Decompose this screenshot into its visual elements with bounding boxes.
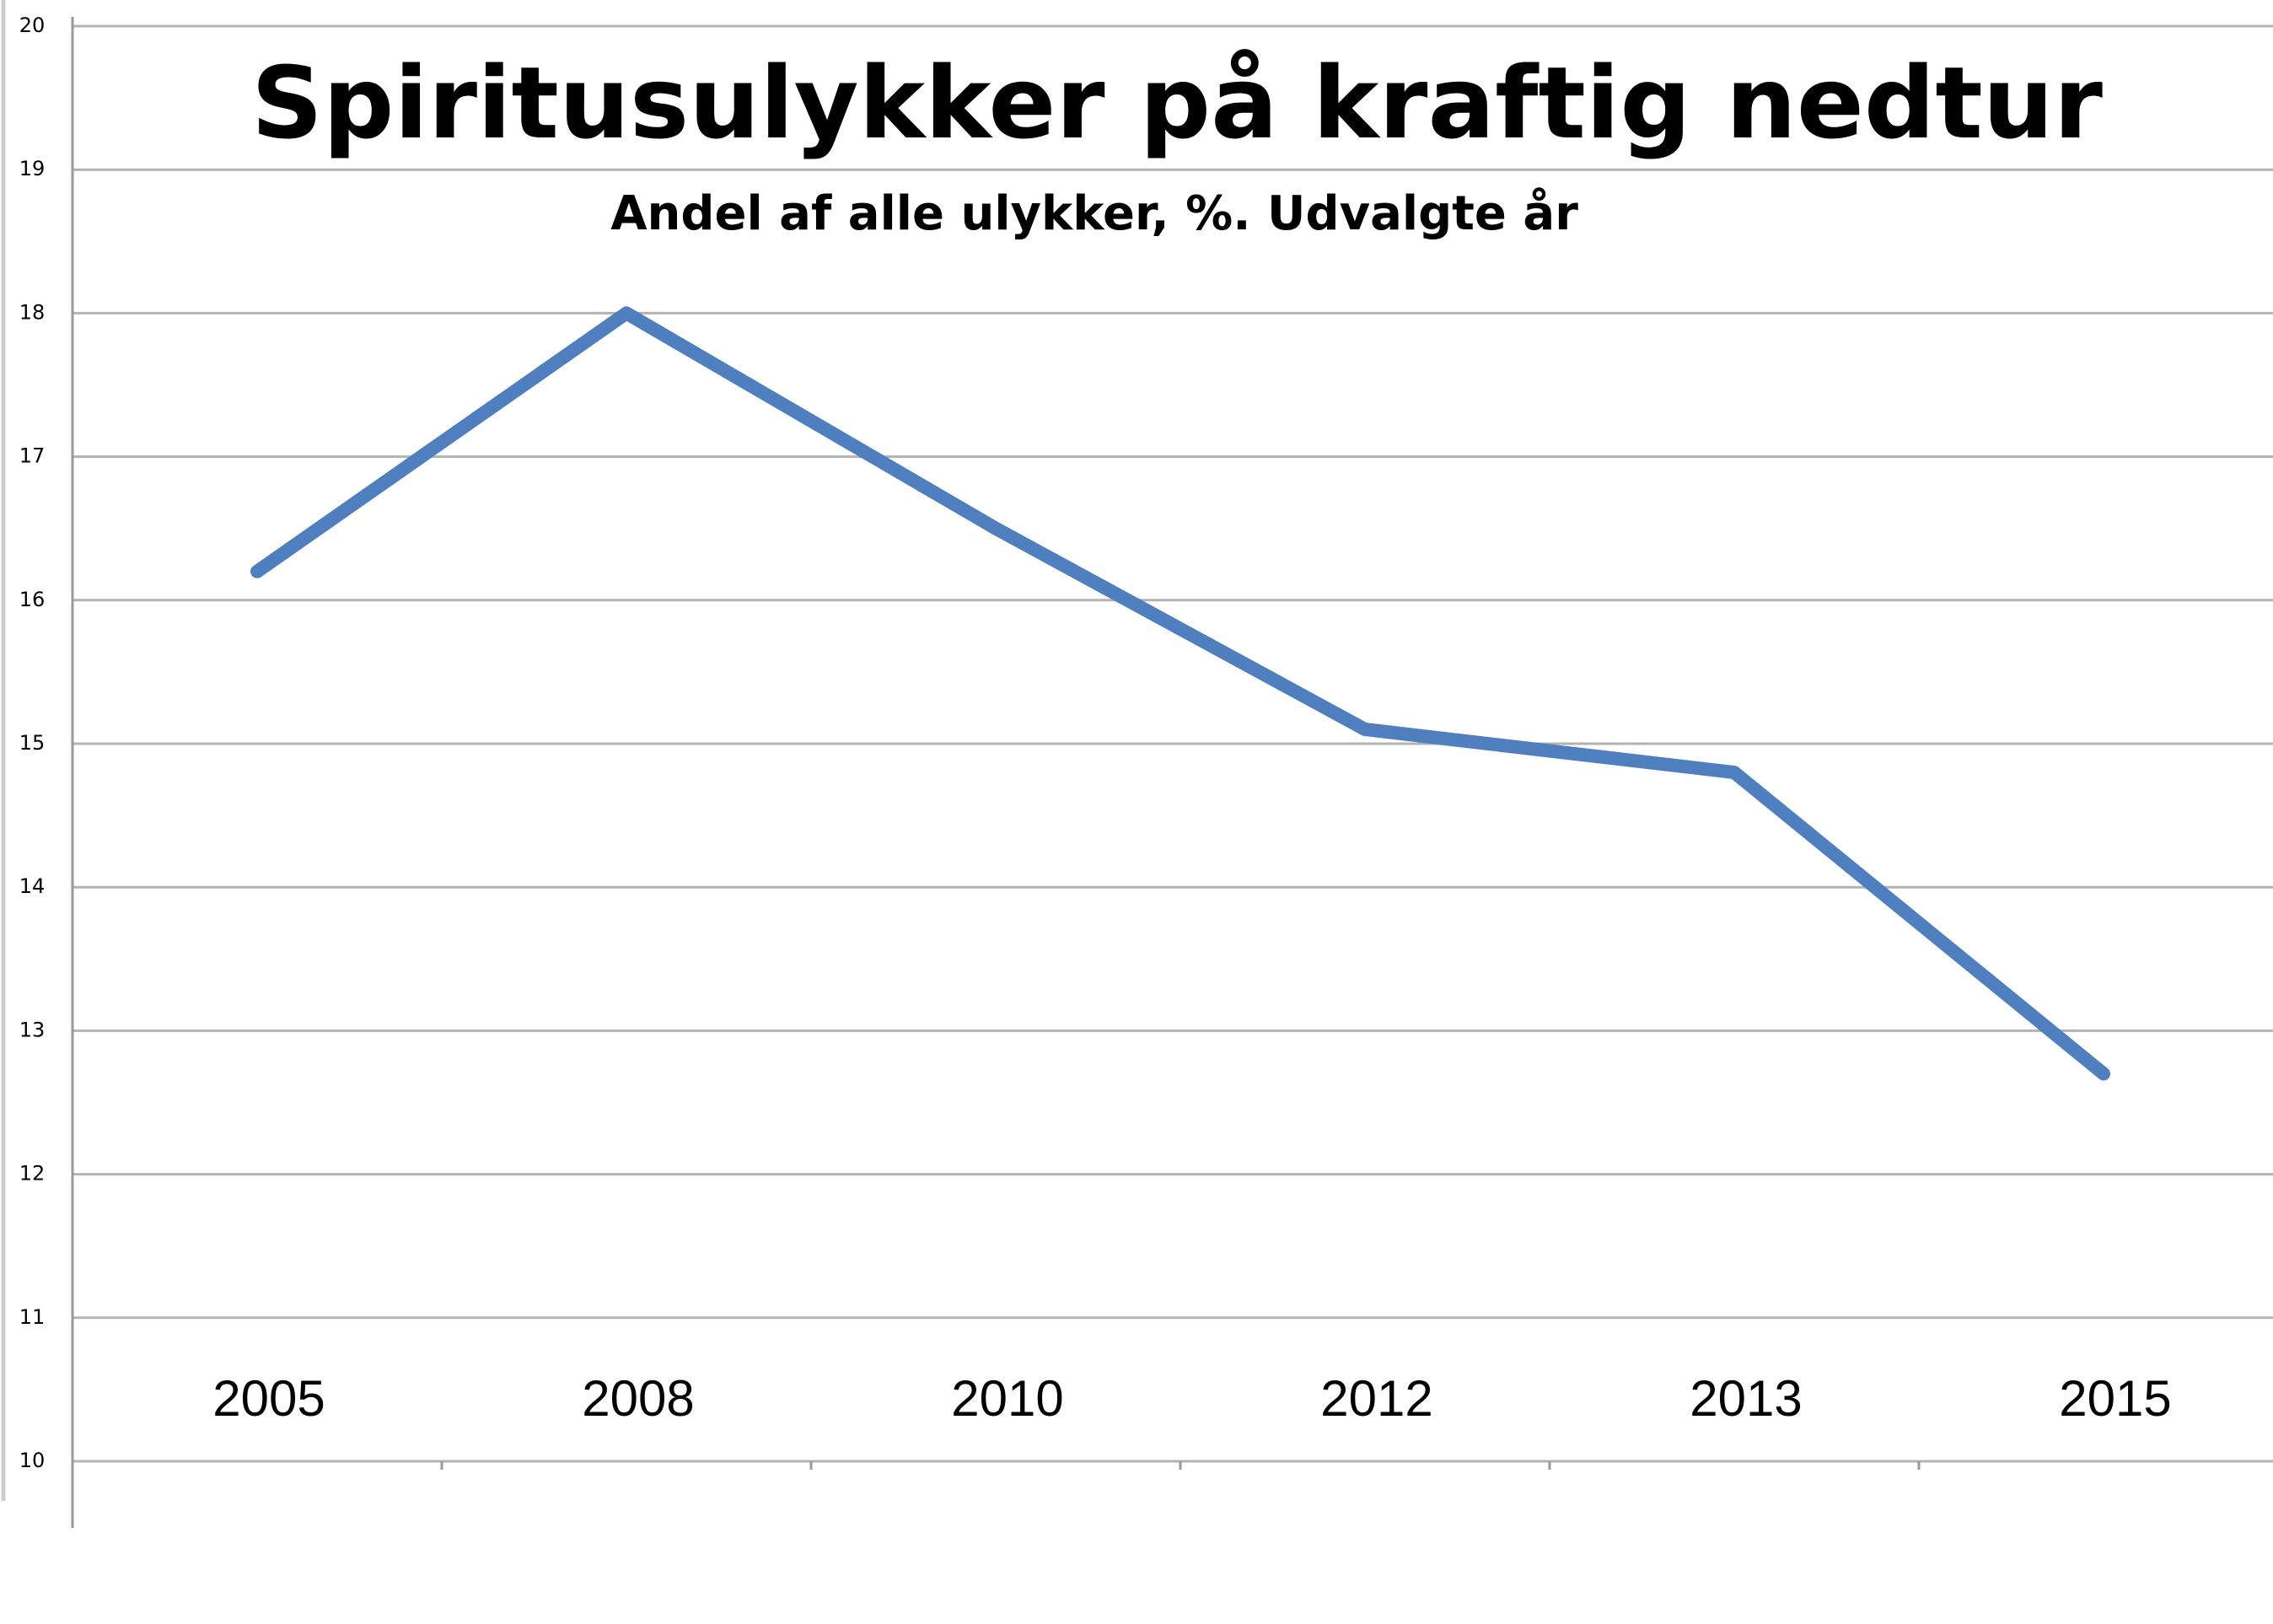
y-tick-label: 17: [19, 444, 46, 468]
grid: 10 11 12 13 14 15 16 17 18 19 20 2005 2008 2010 2012 20…: [19, 13, 2273, 1472]
y-tick-label: 11: [19, 1305, 46, 1329]
x-tick-label: 2008: [582, 1370, 694, 1427]
y-tick-label: 20: [19, 13, 46, 37]
y-tick-label: 12: [19, 1162, 46, 1186]
chart-title: Spiritusulykker på kraftig nedtur: [251, 45, 2103, 161]
x-tick-label: 2010: [951, 1370, 1063, 1427]
y-tick-label: 14: [19, 874, 46, 898]
y-tick-label: 19: [19, 157, 46, 180]
data-line: [250, 306, 2110, 1081]
y-tick-label: 10: [19, 1449, 46, 1472]
chart-subtitle: Andel af alle ulykker, %. Udvalgte år: [610, 186, 1578, 241]
y-tick-label: 16: [19, 588, 46, 611]
x-tick-label: 2005: [212, 1370, 325, 1427]
plot: [250, 306, 2110, 1081]
x-tick-label: 2013: [1690, 1370, 1802, 1427]
y-tick-label: 15: [19, 731, 46, 755]
y-tick-label: 13: [19, 1018, 46, 1041]
x-tick-label: 2015: [2059, 1370, 2171, 1427]
x-tick-label: 2012: [1320, 1370, 1432, 1427]
y-tick-label: 18: [19, 300, 46, 324]
